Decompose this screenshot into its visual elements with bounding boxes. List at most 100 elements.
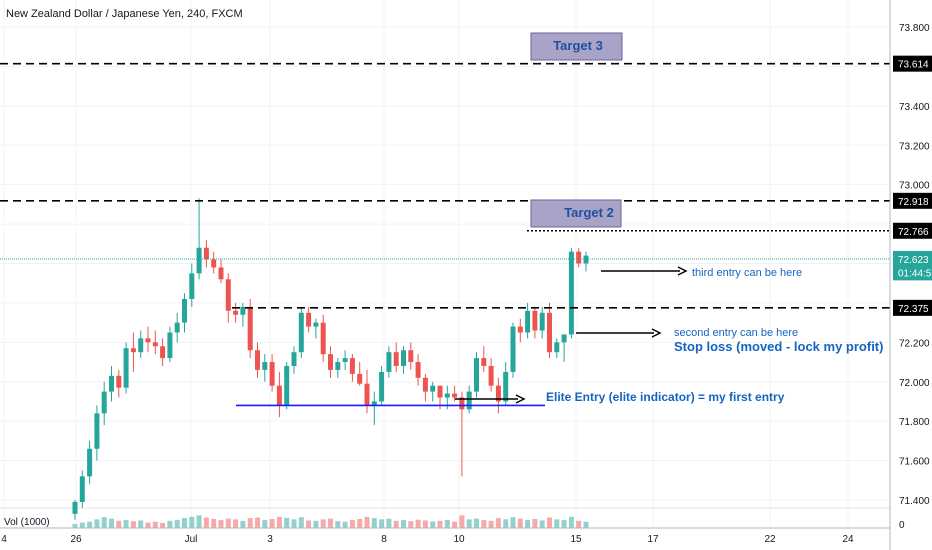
volume-bar [357, 519, 363, 528]
candle-body [452, 393, 458, 398]
volume-bar [525, 519, 531, 528]
candle-body [328, 354, 333, 370]
candle-body [203, 247, 209, 260]
price-tick-label: 71.800 [899, 417, 930, 428]
candle-body [225, 279, 231, 311]
volume-bar [386, 518, 392, 528]
candle-body [255, 350, 260, 370]
volume-bar [342, 521, 348, 528]
volume-bar [583, 521, 589, 528]
candle-body [72, 501, 78, 514]
volume-bar [79, 522, 85, 528]
candle-body [152, 342, 158, 347]
price-label-box [893, 222, 932, 239]
grid [0, 0, 890, 528]
volume-bar [109, 518, 114, 528]
volume-bar [401, 520, 406, 528]
volume-bar [138, 520, 144, 528]
candle-body [335, 362, 341, 370]
candle-body [422, 377, 428, 392]
volume-bar [568, 516, 574, 528]
volume-bar [174, 519, 180, 528]
candle-body [240, 306, 246, 315]
volume-bar [225, 518, 231, 528]
volume-label: Vol (1000) [4, 517, 50, 528]
candle-body [379, 371, 385, 402]
volume-bar [87, 521, 93, 528]
candle-body [145, 338, 151, 343]
candle-body [218, 267, 224, 280]
candle-body [262, 362, 268, 370]
volume-bar [240, 520, 246, 528]
candle-body [481, 358, 487, 366]
volume-bar [371, 518, 377, 528]
volume-bar [437, 520, 443, 528]
candle-body [109, 375, 114, 392]
volume-bar [408, 521, 414, 528]
volume-bar [320, 519, 326, 528]
candle-body [87, 448, 93, 477]
volume-bar [510, 517, 516, 528]
time-tick-label: 15 [570, 534, 582, 545]
candle-body [568, 251, 574, 335]
price-tick-label: 72.000 [899, 378, 930, 389]
price-tick-label: 73.000 [899, 181, 930, 192]
price-tick-label: 72.200 [899, 338, 930, 349]
third-entry-note: third entry can be here [692, 267, 802, 279]
price-axis[interactable]: 71.400 71.600 71.800 72.000 72.200 73.000 73.2… [889, 0, 932, 550]
price-tick-label: 73.200 [899, 141, 930, 152]
candle-body [123, 348, 129, 388]
candle-body [444, 393, 450, 398]
volume-bar [262, 519, 268, 528]
candle-body [196, 247, 202, 274]
price-tick-label: 73.800 [899, 23, 930, 34]
volume-bar [284, 517, 290, 528]
volume-bar [72, 524, 78, 528]
price-label: 72.375 [898, 304, 929, 315]
volume-bar [554, 519, 560, 528]
volume-bar [495, 518, 501, 528]
volume-bar [160, 522, 166, 528]
candle-body [430, 385, 436, 392]
volume-bar [123, 519, 129, 528]
volume-bar [291, 519, 297, 528]
candle-body [342, 358, 348, 363]
candle-body [247, 306, 253, 351]
candle-body [517, 326, 523, 333]
volume-bar [269, 519, 275, 528]
price-label-box [893, 55, 932, 72]
arrow-head [677, 266, 688, 276]
volume-bar [152, 521, 158, 528]
candle-body [583, 255, 589, 264]
candle-body [393, 352, 399, 366]
candle-body [401, 350, 406, 366]
candle-body [313, 322, 319, 327]
volume-bar [466, 519, 472, 528]
price-tick-label: 73.400 [899, 102, 930, 113]
volume-bar [145, 522, 151, 528]
volume-bar [539, 520, 545, 528]
candle-body [138, 338, 144, 353]
candle-body [364, 383, 370, 406]
candle-body [510, 326, 516, 372]
price-tick-label: 71.400 [899, 496, 930, 507]
candle-body [503, 371, 509, 402]
candle-body [349, 358, 355, 374]
candle-body [495, 385, 501, 402]
candle-body [211, 259, 217, 268]
candle-body [320, 322, 326, 355]
candle-body [306, 312, 312, 327]
volume-bar [211, 519, 217, 528]
candle-body [116, 375, 122, 388]
price-label-box [893, 264, 932, 281]
stop-loss-note: Stop loss (moved - lock my profit) [674, 339, 883, 354]
candle-body [94, 413, 100, 449]
time-axis[interactable]: 4 26 Jul 3 8 10 15 17 22 24 [0, 527, 890, 545]
candle-body [466, 391, 472, 410]
candles [72, 198, 589, 520]
volume-tick-label: 0 [899, 520, 905, 531]
volume-bars [72, 515, 589, 528]
volume-bar [547, 517, 552, 528]
volume-bar [233, 519, 239, 528]
